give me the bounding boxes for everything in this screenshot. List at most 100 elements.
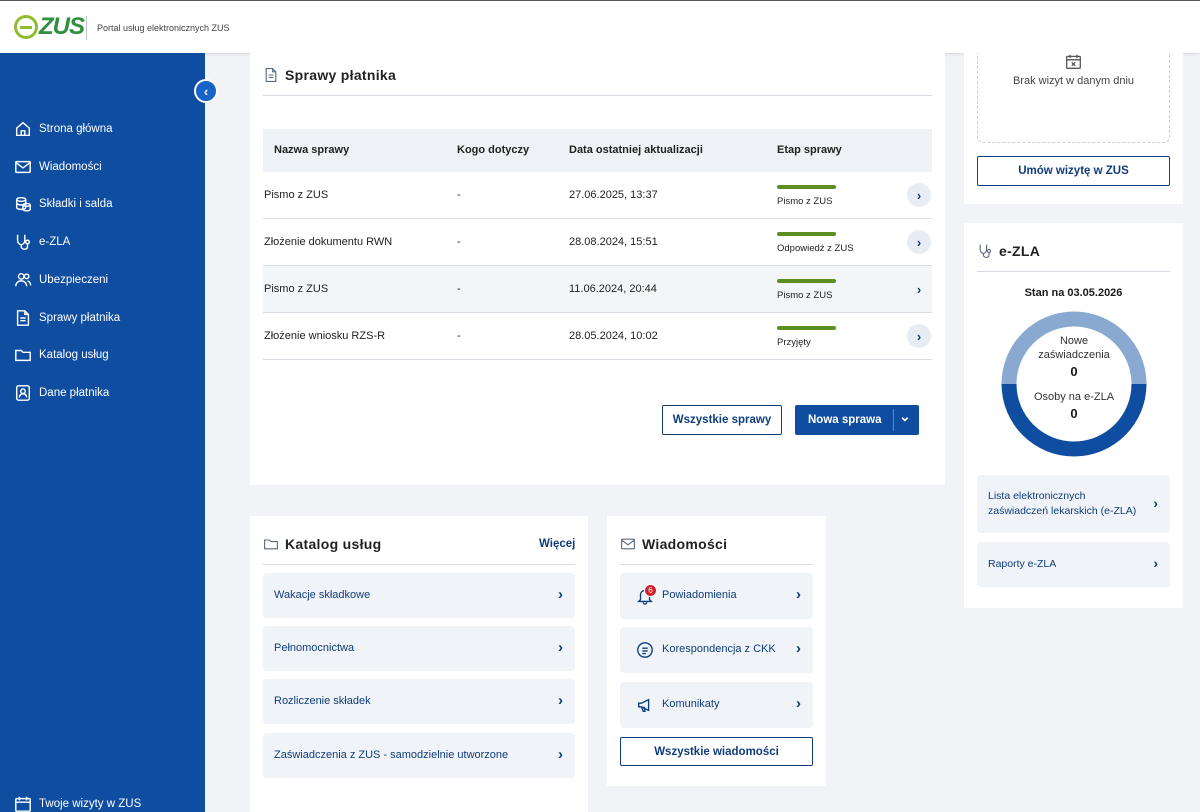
cell-date: 11.06.2024, 20:44 xyxy=(569,283,657,295)
sidebar-item-label: Składki i salda xyxy=(39,198,113,210)
cell-name: Pismo z ZUS xyxy=(264,189,329,201)
sidebar-item-label: Dane płatnika xyxy=(39,387,110,399)
logo-text: ZUS xyxy=(39,13,85,40)
row-open-arrow[interactable]: › xyxy=(916,281,922,297)
stethoscope-icon xyxy=(979,244,992,258)
ezla-new-count: 0 xyxy=(1070,364,1078,379)
sidebar-item-label: Wiadomości xyxy=(39,161,102,173)
katalog-item[interactable]: Pełnomocnictwa › xyxy=(263,626,575,671)
cell-who: - xyxy=(457,283,461,295)
chevron-right-icon: › xyxy=(796,695,801,712)
cell-date: 28.08.2024, 15:51 xyxy=(569,236,658,248)
sidebar-item-label: Strona główna xyxy=(39,123,113,135)
sidebar-item-ubezpieczeni[interactable]: Ubezpieczeni xyxy=(14,268,108,292)
chat-document-icon xyxy=(637,642,653,658)
sidebar-item-dane[interactable]: Dane płatnika xyxy=(14,381,109,405)
table-row[interactable]: Pismo z ZUS - 11.06.2024, 20:44 Pismo z … xyxy=(263,266,932,313)
chevron-right-icon: › xyxy=(796,586,801,603)
calendar-icon xyxy=(14,795,32,812)
sidebar-item-home[interactable]: Strona główna xyxy=(14,117,113,141)
logo-e-mark xyxy=(14,15,38,39)
column-header: Etap sprawy xyxy=(777,144,842,156)
wiadomosci-title: Wiadomości xyxy=(620,536,727,552)
chevron-right-icon: › xyxy=(796,640,801,657)
stage-progress-bar xyxy=(777,326,836,330)
stethoscope-icon xyxy=(14,233,32,251)
calendar-x-icon xyxy=(1065,53,1082,70)
row-open-arrow[interactable]: › xyxy=(907,183,931,207)
stage-progress-bar xyxy=(777,279,836,283)
all-cases-button[interactable]: Wszystkie sprawy xyxy=(662,405,782,435)
sidebar-item-label: Katalog usług xyxy=(39,349,109,361)
new-case-label: Nowa sprawa xyxy=(808,414,882,426)
table-row[interactable]: Złożenie dokumentu RWN - 28.08.2024, 15:… xyxy=(263,219,932,266)
sidebar-collapse-button[interactable]: ‹ xyxy=(194,79,218,103)
ezla-list-link[interactable]: Lista elektronicznych zaświadczeń lekarsk… xyxy=(977,475,1170,533)
donut-segment-new xyxy=(1001,311,1147,384)
sidebar-item-label: Twoje wizyty w ZUS xyxy=(39,798,142,810)
stage-progress-bar xyxy=(777,232,836,236)
table-row[interactable]: Pismo z ZUS - 27.06.2025, 13:37 Pismo z … xyxy=(263,172,932,219)
ezla-new-label: Nowe zaświadczenia xyxy=(1038,335,1110,361)
megaphone-icon xyxy=(638,698,650,712)
mail-icon xyxy=(14,158,32,176)
row-open-arrow[interactable]: › xyxy=(907,230,931,254)
chevron-right-icon: › xyxy=(558,639,563,656)
ezus-logo[interactable]: ZUS xyxy=(14,13,85,41)
announcements-item[interactable]: Komunikaty › xyxy=(620,682,813,728)
chevron-down-icon[interactable]: ⌄ xyxy=(899,408,911,424)
notification-count-badge: 6 xyxy=(644,584,657,597)
katalog-item[interactable]: Zaświadczenia z ZUS - samodzielnie utwor… xyxy=(263,733,575,778)
donut-segment-persons xyxy=(1001,384,1147,457)
sidebar-item-messages[interactable]: Wiadomości xyxy=(14,155,102,179)
portal-name: Portal usług elektronicznych ZUS xyxy=(97,23,230,33)
chevron-right-icon: › xyxy=(1153,555,1158,571)
sidebar xyxy=(0,53,205,812)
chevron-right-icon: › xyxy=(558,586,563,603)
person-card-icon xyxy=(14,384,32,402)
cell-name: Złożenie dokumentu RWN xyxy=(264,236,393,248)
top-header: ZUS Portal usług elektronicznych ZUS xyxy=(0,0,1200,53)
coins-icon xyxy=(14,195,32,213)
katalog-more-link[interactable]: Więcej xyxy=(539,538,576,550)
chevron-right-icon: › xyxy=(558,746,563,763)
cell-who: - xyxy=(457,330,461,342)
document-icon xyxy=(14,309,32,327)
divider xyxy=(263,564,575,565)
katalog-item[interactable]: Rozliczenie składek › xyxy=(263,679,575,724)
cell-stage: Pismo z ZUS xyxy=(777,290,833,301)
cell-stage: Pismo z ZUS xyxy=(777,196,833,207)
katalog-item[interactable]: Wakacje składkowe › xyxy=(263,573,575,618)
ezla-title: e-ZLA xyxy=(977,243,1040,259)
ezla-persons-count: 0 xyxy=(1070,406,1078,421)
all-messages-button[interactable]: Wszystkie wiadomości xyxy=(620,737,813,766)
divider xyxy=(977,271,1170,272)
cell-who: - xyxy=(457,236,461,248)
ezla-persons-label: Osoby na e-ZLA xyxy=(1033,391,1115,403)
row-open-arrow[interactable]: › xyxy=(907,324,931,348)
column-header: Data ostatniej aktualizacji xyxy=(569,144,703,156)
cell-date: 28.05.2024, 10:02 xyxy=(569,330,658,342)
new-case-button[interactable]: Nowa sprawa ⌄ xyxy=(795,405,919,435)
button-separator xyxy=(893,409,894,431)
table-row[interactable]: Złożenie wniosku RZS-R - 28.05.2024, 10:… xyxy=(263,313,932,360)
mail-icon xyxy=(621,538,635,550)
ezla-donut-chart xyxy=(1001,311,1147,457)
ckk-correspondence-item[interactable]: Korespondencja z CKK › xyxy=(620,627,813,673)
book-visit-button[interactable]: Umów wizytę w ZUS xyxy=(977,156,1170,186)
cell-stage: Przyjęty xyxy=(777,337,811,348)
users-icon xyxy=(14,271,32,289)
document-icon xyxy=(265,68,277,82)
sidebar-item-ezla[interactable]: e-ZLA xyxy=(14,230,70,254)
sidebar-item-wizyty[interactable]: Twoje wizyty w ZUS xyxy=(14,792,141,812)
chevron-right-icon: › xyxy=(1153,495,1158,511)
cell-name: Pismo z ZUS xyxy=(264,283,329,295)
wizyty-empty-box xyxy=(977,53,1170,143)
cell-who: - xyxy=(457,189,461,201)
cell-name: Złożenie wniosku RZS-R xyxy=(264,330,386,342)
sidebar-item-katalog[interactable]: Katalog usług xyxy=(14,343,109,367)
divider xyxy=(620,564,813,565)
ezla-reports-link[interactable]: Raporty e-ZLA › xyxy=(977,542,1170,587)
sidebar-item-sprawy[interactable]: Sprawy płatnika xyxy=(14,306,120,330)
sidebar-item-skladki[interactable]: Składki i salda xyxy=(14,192,113,216)
